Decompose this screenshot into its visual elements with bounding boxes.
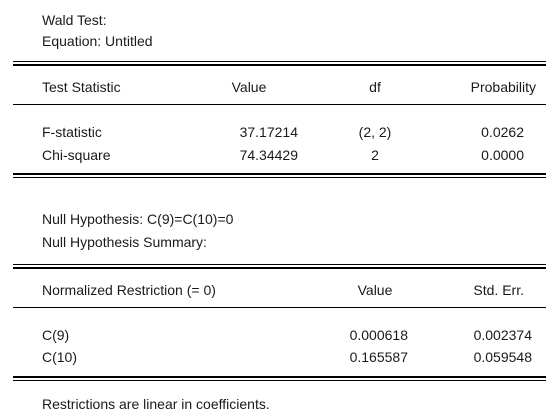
test-table-bottom-rule	[13, 177, 546, 178]
test-table-header-rule	[13, 104, 546, 105]
row-value: 0.000618	[349, 327, 408, 343]
row-df: 2	[371, 147, 379, 163]
row-label: Chi-square	[42, 147, 111, 163]
equation-label: Equation: Untitled	[42, 33, 153, 49]
row-label: F-statistic	[42, 124, 102, 140]
row-value: 0.165587	[349, 349, 408, 365]
col-std-err: Std. Err.	[473, 282, 524, 298]
row-value: 74.34429	[239, 147, 298, 163]
col-restriction-value: Value	[357, 282, 393, 298]
test-table-bottom-rule-thick	[13, 173, 546, 175]
row-value: 37.17214	[239, 124, 298, 140]
test-table-top-rule-thick	[13, 64, 546, 66]
col-value: Value	[231, 79, 267, 95]
row-label: C(10)	[42, 349, 78, 365]
col-test-statistic: Test Statistic	[42, 79, 121, 95]
null-hypothesis: Null Hypothesis: C(9)=C(10)=0	[42, 211, 234, 227]
row-df: (2, 2)	[358, 124, 392, 140]
restriction-table-bottom-rule	[13, 380, 546, 381]
col-probability: Probability	[470, 79, 536, 95]
row-probability: 0.0262	[481, 124, 524, 140]
row-probability: 0.0000	[481, 147, 524, 163]
test-table-top-rule	[13, 61, 546, 62]
col-normalized-restriction: Normalized Restriction (= 0)	[42, 282, 216, 298]
row-std-err: 0.059548	[473, 349, 532, 365]
row-label: C(9)	[42, 327, 70, 343]
restriction-table-top-rule	[13, 264, 546, 265]
footer-note: Restrictions are linear in coefficients.	[42, 396, 270, 412]
col-df: df	[369, 79, 381, 95]
restriction-table-bottom-rule-thick	[13, 376, 546, 378]
report-title: Wald Test:	[42, 12, 107, 28]
row-std-err: 0.002374	[473, 327, 532, 343]
restriction-table-header-rule	[13, 307, 546, 308]
null-hypothesis-summary: Null Hypothesis Summary:	[42, 234, 207, 250]
restriction-table-top-rule-thick	[13, 267, 546, 269]
